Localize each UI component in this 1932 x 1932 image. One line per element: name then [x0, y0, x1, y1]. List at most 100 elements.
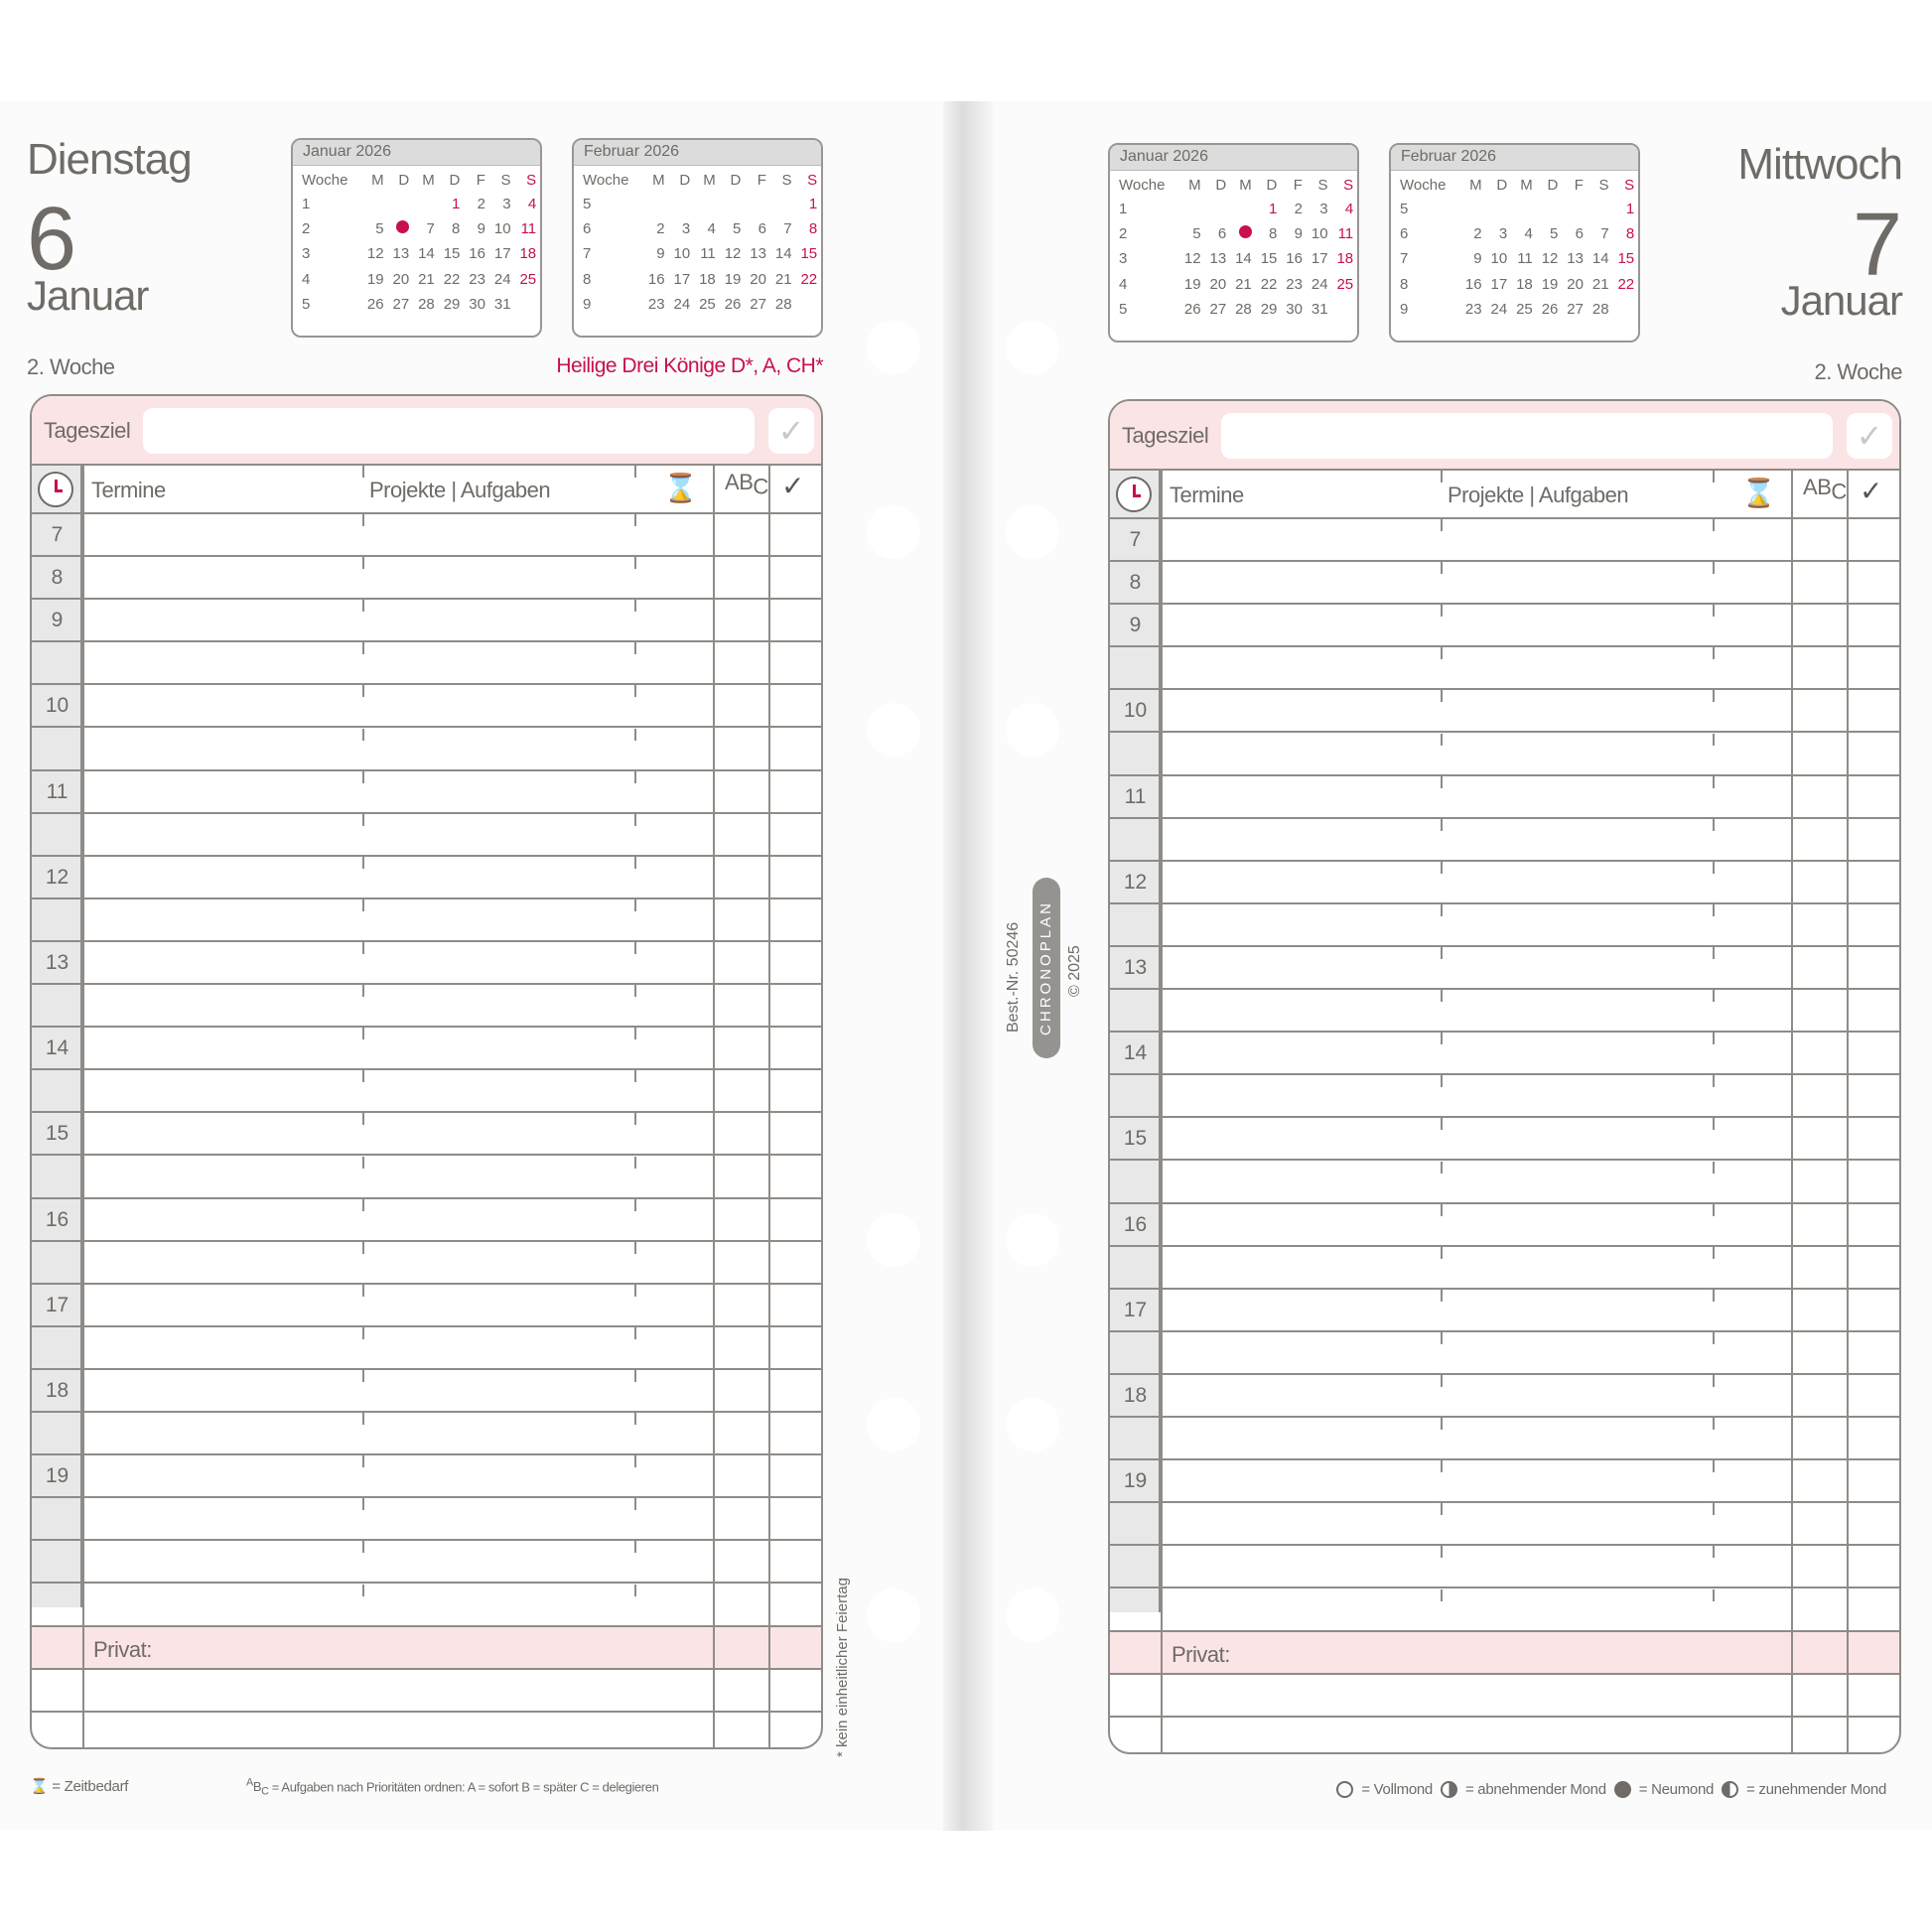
calendar-day[interactable]: 8 — [1269, 224, 1278, 242]
hour-row[interactable] — [1110, 1246, 1899, 1290]
calendar-day[interactable]: 27 — [1567, 301, 1584, 319]
calendar-day[interactable]: 19 — [1183, 275, 1201, 293]
daily-goal-input[interactable] — [1221, 413, 1833, 459]
calendar-day[interactable]: 4 — [1524, 224, 1533, 242]
hour-row[interactable] — [32, 1326, 821, 1370]
calendar-day[interactable]: 14 — [774, 245, 792, 263]
hour-row[interactable] — [1110, 903, 1899, 947]
hour-row[interactable] — [32, 728, 821, 771]
calendar-day[interactable]: 8 — [1625, 224, 1635, 242]
hour-row[interactable]: 8 — [1110, 562, 1899, 606]
daily-goal-input[interactable] — [143, 408, 755, 454]
calendar-day[interactable]: 25 — [1516, 301, 1533, 319]
hour-row[interactable]: 14 — [1110, 1033, 1899, 1076]
hour-row[interactable]: 15 — [1110, 1118, 1899, 1162]
hour-row[interactable]: 16 — [32, 1198, 821, 1242]
calendar-day[interactable]: 12 — [724, 245, 742, 263]
calendar-day[interactable]: 11 — [520, 219, 537, 237]
hour-row[interactable]: 7 — [32, 514, 821, 558]
calendar-day[interactable]: 12 — [1541, 250, 1559, 268]
calendar-day[interactable]: 26 — [1541, 301, 1559, 319]
calendar-day[interactable]: 8 — [808, 219, 818, 237]
calendar-day[interactable]: 10 — [493, 219, 511, 237]
calendar-day[interactable]: 9 — [1294, 224, 1303, 242]
hour-row[interactable]: 10 — [1110, 690, 1899, 734]
hour-row[interactable]: 15 — [32, 1113, 821, 1157]
calendar-day[interactable]: 19 — [366, 270, 384, 288]
calendar-day[interactable]: 20 — [1567, 275, 1584, 293]
hour-row[interactable] — [32, 1070, 821, 1114]
hour-row[interactable]: 17 — [32, 1284, 821, 1327]
calendar-day[interactable]: 16 — [469, 245, 485, 263]
calendar-day[interactable]: 28 — [1591, 301, 1609, 319]
calendar-day[interactable]: 27 — [750, 296, 766, 314]
calendar-day[interactable]: 17 — [673, 270, 691, 288]
calendar-day[interactable]: 29 — [1260, 301, 1278, 319]
calendar-day[interactable]: 11 — [1517, 250, 1533, 268]
calendar-day[interactable]: 3 — [502, 195, 511, 212]
calendar-day[interactable]: 18 — [519, 245, 537, 263]
calendar-day[interactable]: 2 — [1473, 224, 1482, 242]
calendar-day[interactable]: 1 — [452, 195, 461, 212]
calendar-day[interactable]: 24 — [493, 270, 511, 288]
hour-row[interactable] — [1110, 1546, 1899, 1589]
calendar-day[interactable]: 3 — [1498, 224, 1508, 242]
calendar-day[interactable]: 2 — [477, 195, 485, 212]
calendar-day[interactable]: 3 — [1319, 200, 1328, 217]
calendar-day[interactable]: 7 — [426, 219, 435, 237]
calendar-day[interactable]: 13 — [1209, 250, 1227, 268]
hour-row[interactable]: 9 — [1110, 605, 1899, 648]
hour-row[interactable] — [1110, 1075, 1899, 1119]
calendar-day[interactable]: 20 — [392, 270, 410, 288]
private-line[interactable] — [32, 1670, 821, 1713]
calendar-day[interactable]: 18 — [1516, 275, 1533, 293]
calendar-day[interactable]: 6 — [1575, 224, 1584, 242]
calendar-day[interactable]: 23 — [1286, 275, 1303, 293]
calendar-day-current[interactable] — [1229, 224, 1255, 242]
calendar-day[interactable]: 10 — [1490, 250, 1508, 268]
calendar-day[interactable]: 6 — [1217, 224, 1227, 242]
calendar-day[interactable]: 25 — [699, 296, 716, 314]
calendar-day[interactable]: 17 — [1311, 250, 1328, 268]
calendar-day[interactable]: 7 — [1600, 224, 1609, 242]
hour-row[interactable] — [1110, 818, 1899, 862]
calendar-day[interactable]: 15 — [1260, 250, 1278, 268]
calendar-day[interactable]: 21 — [1591, 275, 1609, 293]
calendar-day[interactable]: 13 — [392, 245, 410, 263]
calendar-day[interactable]: 6 — [758, 219, 766, 237]
private-row[interactable]: Privat: — [32, 1626, 821, 1670]
calendar-day[interactable]: 16 — [1286, 250, 1303, 268]
calendar-day[interactable]: 18 — [699, 270, 716, 288]
calendar-day-current[interactable] — [387, 219, 413, 237]
calendar-day[interactable]: 17 — [493, 245, 511, 263]
hour-row[interactable] — [1110, 647, 1899, 691]
calendar-day[interactable]: 20 — [1209, 275, 1227, 293]
calendar-day[interactable]: 30 — [1286, 301, 1303, 319]
hour-row[interactable]: 17 — [1110, 1289, 1899, 1332]
calendar-day[interactable]: 26 — [1183, 301, 1201, 319]
hour-row[interactable]: 11 — [32, 770, 821, 814]
calendar-day[interactable]: 21 — [774, 270, 792, 288]
hour-row[interactable]: 7 — [1110, 519, 1899, 563]
calendar-day[interactable]: 28 — [418, 296, 435, 314]
hour-row[interactable] — [32, 642, 821, 686]
hour-row[interactable] — [32, 1584, 821, 1627]
hour-row[interactable]: 10 — [32, 685, 821, 729]
calendar-day[interactable]: 28 — [1235, 301, 1252, 319]
calendar-day[interactable]: 9 — [656, 245, 665, 263]
hour-row[interactable]: 18 — [32, 1370, 821, 1414]
hour-row[interactable]: 16 — [1110, 1203, 1899, 1247]
private-row[interactable]: Privat: — [1110, 1631, 1899, 1675]
hour-row[interactable] — [32, 1413, 821, 1456]
calendar-day[interactable]: 24 — [1490, 301, 1508, 319]
calendar-day[interactable]: 14 — [1591, 250, 1609, 268]
calendar-day[interactable]: 12 — [366, 245, 384, 263]
calendar-day[interactable]: 28 — [774, 296, 792, 314]
calendar-day[interactable]: 15 — [1617, 250, 1635, 268]
hour-row[interactable] — [32, 813, 821, 857]
hour-row[interactable]: 13 — [1110, 947, 1899, 991]
calendar-day[interactable]: 29 — [443, 296, 461, 314]
daily-goal-check[interactable]: ✓ — [768, 408, 814, 454]
hour-row[interactable] — [32, 1241, 821, 1285]
calendar-day[interactable]: 15 — [443, 245, 461, 263]
